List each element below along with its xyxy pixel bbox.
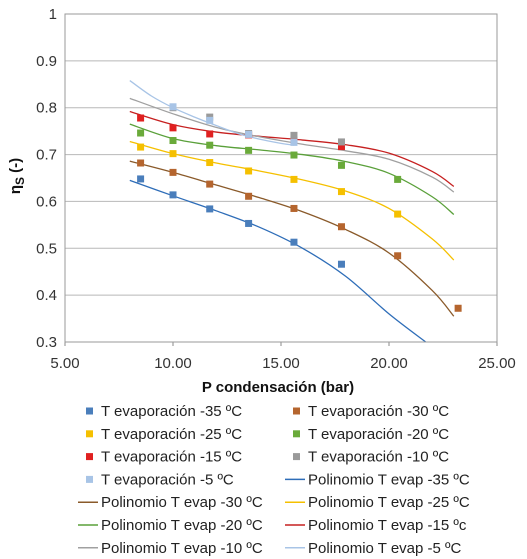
data-point-series-3 xyxy=(394,175,402,183)
data-point-series-3 xyxy=(169,137,177,145)
legend-marker-swatch xyxy=(86,453,93,461)
y-axis-label-sub: S xyxy=(13,177,27,185)
trend-line-3 xyxy=(129,123,455,216)
data-point-series-3 xyxy=(290,151,298,159)
data-point-series-0 xyxy=(337,260,345,268)
data-point-series-2 xyxy=(290,175,298,183)
data-point-series-0 xyxy=(206,205,214,213)
trend-line-5 xyxy=(129,97,455,193)
data-point-series-4 xyxy=(169,124,177,132)
data-point-series-2 xyxy=(394,210,402,218)
data-point-series-1 xyxy=(137,159,145,167)
y-tick-label: 0.6 xyxy=(36,193,57,210)
trend-line-6 xyxy=(129,80,295,146)
legend-entry-label: T evaporación -25 ºC xyxy=(101,426,242,443)
legend-entry-label: Polinomio T evap -15 ºc xyxy=(308,517,467,534)
x-tick-label: 5.00 xyxy=(50,355,79,372)
data-point-series-4 xyxy=(206,130,214,138)
trend-line-4 xyxy=(129,110,455,187)
y-tick-label: 0.4 xyxy=(36,287,57,304)
x-tick-label: 15.00 xyxy=(262,355,300,372)
data-point-series-6 xyxy=(245,130,253,138)
data-point-series-1 xyxy=(290,204,298,212)
x-tick-label: 25.00 xyxy=(478,355,516,372)
data-point-series-3 xyxy=(137,129,145,137)
legend-marker-swatch xyxy=(86,475,93,483)
data-point-series-0 xyxy=(137,175,145,183)
data-point-series-2 xyxy=(169,150,177,158)
data-point-series-4 xyxy=(337,143,345,151)
data-markers xyxy=(137,103,462,312)
data-point-series-6 xyxy=(206,116,214,124)
y-tick-label: 0.9 xyxy=(36,53,57,70)
x-tick-label: 10.00 xyxy=(154,355,192,372)
legend-entry-label: T evaporación -5 ºC xyxy=(101,471,234,488)
data-point-series-0 xyxy=(245,219,253,227)
y-axis-label-main: η xyxy=(7,185,24,194)
data-point-series-2 xyxy=(245,167,253,175)
data-point-series-2 xyxy=(337,188,345,196)
data-point-series-2 xyxy=(206,159,214,167)
trend-line-0 xyxy=(129,179,427,342)
legend-entry-label: T evaporación -10 ºC xyxy=(308,449,449,466)
legend-entry-label: T evaporación -35 ºC xyxy=(101,403,242,420)
y-tick-label: 1 xyxy=(49,6,57,23)
data-point-series-0 xyxy=(290,238,298,246)
legend-entry-label: T evaporación -20 ºC xyxy=(308,426,449,443)
axes: 0.30.40.50.60.70.80.915.00 10.00 15.00 20.0… xyxy=(36,6,516,372)
legend-entry-label: T evaporación -30 ºC xyxy=(308,403,449,420)
legend-entry-label: Polinomio T evap -35 ºC xyxy=(308,471,470,488)
data-point-series-1 xyxy=(169,168,177,176)
trend-line-2 xyxy=(129,140,455,261)
legend-entry-label: Polinomio T evap -25 ºC xyxy=(308,494,470,511)
data-point-series-3 xyxy=(337,161,345,169)
data-point-series-6 xyxy=(290,138,298,146)
legend-entry-label: Polinomio T evap -30 ºC xyxy=(101,494,263,511)
y-tick-label: 0.8 xyxy=(36,100,57,117)
legend-marker-swatch xyxy=(293,430,300,438)
y-tick-label: 0.5 xyxy=(36,240,57,257)
y-axis-label-rest: (-) xyxy=(7,158,24,177)
y-axis-label: ηS (-) xyxy=(7,158,27,194)
legend-marker-swatch xyxy=(86,407,93,415)
data-point-series-5 xyxy=(290,131,298,139)
data-point-series-1 xyxy=(245,192,253,200)
data-point-series-1 xyxy=(206,180,214,188)
data-point-series-6 xyxy=(169,103,177,111)
plot-area-border xyxy=(64,13,498,343)
data-point-series-1 xyxy=(394,252,402,260)
legend-marker-swatch xyxy=(293,453,300,461)
data-point-series-1 xyxy=(337,223,345,231)
y-tick-label: 0.3 xyxy=(36,334,57,351)
trend-line-1 xyxy=(129,160,455,317)
data-point-series-0 xyxy=(169,191,177,199)
legend-marker-swatch xyxy=(86,430,93,438)
data-point-series-3 xyxy=(245,146,253,154)
polynomial-lines xyxy=(129,80,455,342)
data-point-series-5 xyxy=(337,138,345,146)
legend-entry-label: T evaporación -15 ºC xyxy=(101,449,242,466)
y-tick-label: 0.7 xyxy=(36,147,57,164)
data-point-series-3 xyxy=(206,141,214,149)
x-tick-label: 20.00 xyxy=(370,355,408,372)
data-point-series-1 xyxy=(454,304,462,312)
legend-entry-label: Polinomio T evap -10 ºC xyxy=(101,540,263,557)
data-point-series-4 xyxy=(137,114,145,122)
legend: T evaporación -35 ºC T evaporación -30 ºC… xyxy=(78,403,470,557)
data-point-series-2 xyxy=(137,143,145,151)
legend-marker-swatch xyxy=(293,407,300,415)
legend-entry-label: Polinomio T evap -5 ºC xyxy=(308,540,462,557)
gridlines xyxy=(65,13,497,343)
x-axis-label: P condensación (bar) xyxy=(202,379,354,396)
legend-entry-label: Polinomio T evap -20 ºC xyxy=(101,517,263,534)
